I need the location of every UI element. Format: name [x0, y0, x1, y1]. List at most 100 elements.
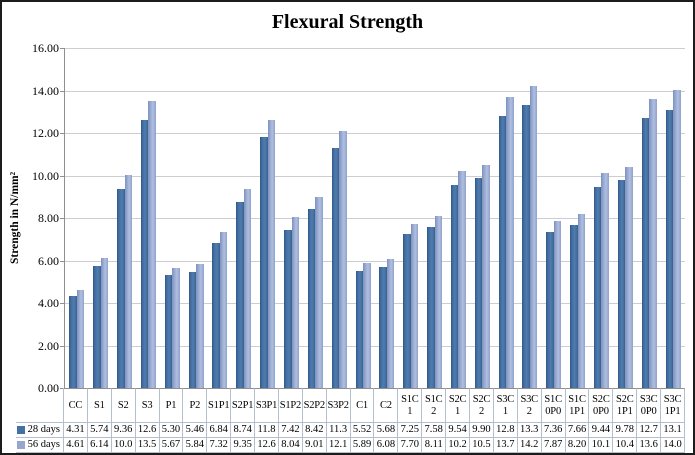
category-slot-s3p2: [327, 48, 351, 388]
bar-56-days-s3c1: [506, 97, 514, 388]
table-value-56-days-s2p1: 9.35: [231, 438, 256, 453]
y-tick-mark: [60, 260, 64, 262]
category-label-line: S3C: [496, 394, 515, 406]
category-label-s2c1: S2C 1: [446, 388, 471, 423]
category-label-line: S2P1: [231, 399, 254, 411]
table-value-28-days-s1: 5.74: [87, 423, 112, 438]
category-slot-s1c1p1: [566, 48, 590, 388]
table-value-56-days-s1c1p1: 8.20: [565, 438, 590, 453]
bar-56-days-c2: [386, 259, 395, 388]
bar-28-days-s2c2: [474, 178, 483, 388]
bar-28-days-p1: [164, 275, 173, 388]
table-value-28-days-p2: 5.46: [183, 423, 208, 438]
category-label-line: S1C: [424, 394, 443, 406]
y-tick-label: 0.00: [38, 381, 59, 395]
category-slot-s1c1: [399, 48, 423, 388]
table-value-56-days-p1: 5.67: [159, 438, 184, 453]
y-tick-mark: [60, 90, 64, 92]
bar-28-days-s1c0p0: [546, 232, 554, 388]
table-value-28-days-s2p1: 8.74: [231, 423, 256, 438]
table-value-28-days-s2c1: 9.54: [446, 423, 471, 438]
category-label-line: 2: [478, 405, 484, 417]
category-label-line: S1C: [568, 394, 586, 406]
table-value-28-days-s3: 12.6: [135, 423, 160, 438]
y-tick-mark: [60, 388, 64, 389]
category-label-line: 0P0: [545, 405, 561, 417]
category-label-line: S1C: [544, 394, 562, 406]
table-value-56-days-s1p2: 8.04: [278, 438, 303, 453]
table-value-28-days-s2c0p0: 9.44: [589, 423, 614, 438]
category-label-line: S3C: [663, 394, 682, 406]
table-value-56-days-s3c1: 13.7: [493, 438, 518, 453]
category-label-s3c0p0: S3C 0P0: [637, 388, 662, 423]
bar-56-days-s1c0p0: [553, 221, 562, 388]
category-label-line: 2: [526, 405, 532, 417]
table-value-28-days-s1c0p0: 7.36: [541, 423, 566, 438]
category-label-line: 1P1: [569, 405, 585, 417]
gridline: [65, 218, 685, 219]
category-label-s3c2: S3C 2: [517, 388, 542, 423]
bar-56-days-s1p1: [219, 232, 228, 388]
table-value-56-days-s3c1p1: 14.0: [661, 438, 685, 453]
chart-title: Flexural Strength: [271, 11, 424, 33]
bars-container: [65, 48, 685, 388]
y-tick-mark: [60, 303, 64, 304]
bar-56-days-s3c1p1: [673, 90, 681, 388]
category-label-line: P1: [165, 399, 177, 411]
bar-56-days-s1p2: [291, 217, 300, 388]
category-label-s3c1p1: S3C 1P1: [661, 388, 685, 423]
category-label-line: S3P2: [327, 399, 349, 411]
table-value-28-days-c1: 5.52: [350, 423, 375, 438]
table-value-28-days-s1c1: 7.25: [398, 423, 423, 438]
category-label-c2: C2: [374, 388, 399, 423]
y-tick-label: 2.00: [38, 338, 59, 353]
category-slot-s3p1: [256, 48, 280, 388]
table-value-28-days-s1p1: 6.84: [207, 423, 232, 438]
bar-28-days-c2: [379, 267, 387, 388]
table-value-56-days-s2p2: 9.01: [302, 438, 327, 453]
bar-28-days-s1p1: [212, 243, 220, 388]
table-value-56-days-s1c1: 7.70: [398, 438, 423, 453]
category-slot-s3c1: [494, 48, 518, 388]
category-label-line: S2C: [592, 394, 610, 406]
bar-56-days-s2c0p0: [601, 173, 609, 388]
bar-56-days-s2p2: [315, 197, 323, 388]
table-value-56-days-p2: 5.84: [183, 438, 208, 453]
bar-28-days-s2: [117, 189, 125, 388]
gridline: [65, 175, 685, 177]
table-value-28-days-s2c1p1: 9.78: [613, 423, 638, 438]
category-slot-s3c2: [518, 48, 542, 388]
table-value-56-days-c1: 5.89: [350, 438, 375, 453]
category-slot-cc: [65, 48, 89, 388]
category-label-c1: C1: [350, 388, 375, 423]
bar-56-days-s1c2: [434, 216, 443, 388]
category-label-s3p1: S3P1: [255, 388, 279, 423]
category-label-line: S2: [117, 399, 129, 411]
bar-28-days-s3: [140, 120, 149, 388]
category-label-line: S3: [141, 399, 153, 411]
category-slot-s1: [89, 48, 113, 388]
category-label-line: 2: [431, 405, 437, 417]
category-label-s2: S2: [111, 388, 136, 423]
category-label-s2c0p0: S2C 0P0: [589, 388, 614, 423]
bar-56-days-s3p2: [339, 131, 347, 388]
table-value-28-days-s2c2: 9.90: [470, 423, 494, 438]
table-value-28-days-s3c2: 13.3: [517, 423, 542, 438]
category-label-p2: P2: [183, 388, 208, 423]
category-label-s1c0p0: S1C 0P0: [541, 388, 566, 423]
bar-56-days-s2c1p1: [625, 167, 633, 388]
y-tick-label: 6.00: [38, 253, 59, 268]
category-slot-s2: [113, 48, 137, 388]
category-slot-s2c1p1: [613, 48, 637, 388]
category-label-line: 1: [455, 405, 461, 417]
y-tick-label: 10.00: [32, 168, 59, 183]
category-slot-c2: [375, 48, 399, 388]
category-label-s1p1: S1P1: [207, 388, 232, 423]
bar-28-days-s3c2: [522, 105, 530, 388]
legend-swatch-28-days: [16, 426, 25, 434]
bar-56-days-s2: [124, 175, 133, 388]
table-value-56-days-s1: 6.14: [87, 438, 112, 453]
data-table: CC S1 S2 S3 P1 P2 S1P1 S2P1 S3P1 S1P2 S2P2 S3P2 C1 C2…: [16, 388, 685, 453]
table-value-28-days-s3p2: 11.3: [326, 423, 351, 438]
bar-28-days-p2: [188, 272, 197, 388]
